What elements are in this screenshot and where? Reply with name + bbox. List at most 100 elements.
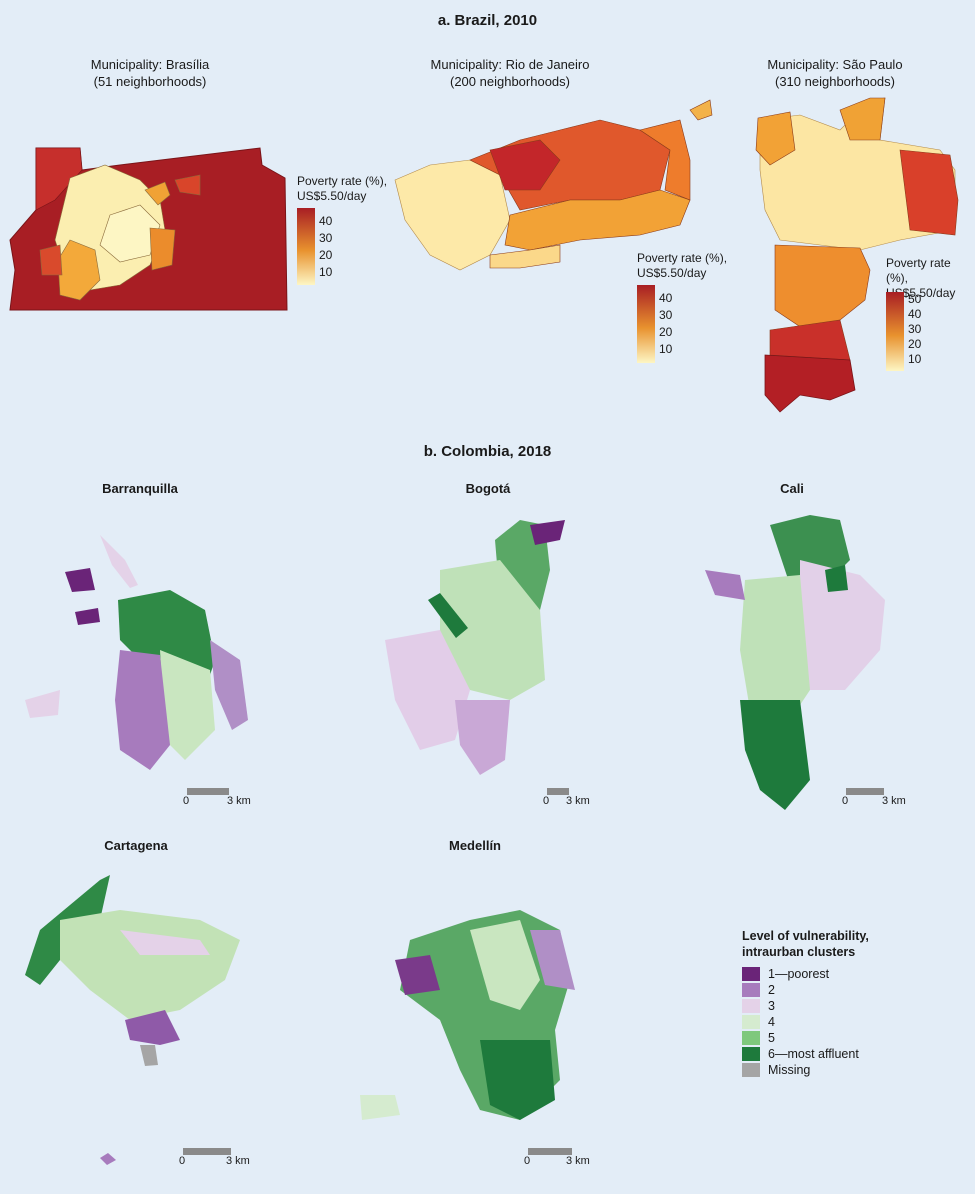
rio-legend-line2: US$5.50/day — [637, 266, 707, 280]
barranquilla-west-patch — [75, 608, 100, 625]
cali-west-patch — [705, 570, 745, 600]
cartagena-north-strip — [120, 930, 210, 955]
rio-title: Municipality: Rio de Janeiro (200 neighb… — [410, 56, 610, 90]
brasilia-tick-3: 20 — [319, 248, 333, 262]
cali-scale-distance: 3 km — [882, 795, 906, 807]
bogota-center — [440, 560, 545, 700]
brasilia-tick-1: 40 — [319, 214, 333, 228]
rio-legend-line1: Poverty rate (%), — [637, 251, 728, 265]
cluster-label: 2 — [768, 983, 775, 997]
medellin-southwest — [360, 1095, 400, 1120]
rio-municipality-label: Municipality: Rio de Janeiro — [430, 57, 590, 72]
cartagena-scale-bar — [183, 1148, 231, 1155]
panel-b-title: b. Colombia, 2018 — [423, 443, 552, 460]
cluster-swatch — [742, 1015, 760, 1029]
cluster-swatch — [742, 1031, 760, 1045]
bogota-west — [385, 630, 470, 750]
sp-tick-3: 30 — [908, 322, 922, 336]
sp-tick-1: 50 — [908, 292, 922, 306]
saopaulo-municipality-label: Municipality: São Paulo — [767, 57, 903, 72]
cartagena-main — [60, 910, 240, 1020]
cartagena-title: Cartagena — [104, 838, 168, 853]
rio-center — [504, 189, 691, 251]
cali-center — [740, 575, 810, 720]
brasilia-neighborhoods-label: (51 neighborhoods) — [93, 74, 207, 89]
brasilia-legend-line2: US$5.50/day — [297, 189, 367, 203]
brasilia-far-ne — [174, 174, 201, 196]
panel-a-title: a. Brazil, 2010 — [437, 12, 538, 29]
barranquilla-far-west — [25, 690, 60, 718]
cluster-label: 5 — [768, 1031, 775, 1045]
medellin-west — [395, 955, 440, 995]
sp-tick-2: 40 — [908, 307, 922, 321]
barranquilla-east-strip — [210, 640, 248, 730]
brasilia-municipality-label: Municipality: Brasília — [90, 57, 210, 72]
saopaulo-legend-line1: Poverty rate (%), — [886, 256, 951, 285]
cluster-swatch — [742, 1047, 760, 1061]
cali-title: Cali — [780, 481, 804, 496]
cluster-swatch — [742, 983, 760, 997]
cluster-legend-title-line2: intraurban clusters — [742, 945, 856, 959]
sp-northeast — [839, 97, 886, 141]
bogota-title: Bogotá — [465, 481, 511, 496]
cartagena-island — [100, 1153, 116, 1165]
cluster-label: Missing — [768, 1063, 811, 1077]
cluster-legend-item: Missing — [742, 1062, 942, 1078]
cluster-swatch — [742, 967, 760, 981]
brasilia-east — [149, 227, 176, 271]
saopaulo-neighborhoods-label: (310 neighborhoods) — [775, 74, 895, 89]
cartagena-missing — [140, 1045, 158, 1066]
cali-green-block — [825, 565, 848, 592]
cluster-legend-item: 4 — [742, 1014, 942, 1030]
medellin-scale-distance: 3 km — [566, 1155, 590, 1167]
cali-east — [800, 560, 885, 690]
rio-neighborhoods-label: (200 neighborhoods) — [450, 74, 570, 89]
cartagena-scale-distance: 3 km — [226, 1155, 250, 1167]
medellin-east — [530, 930, 575, 990]
cluster-swatch — [742, 1063, 760, 1077]
brasilia-plan — [99, 204, 161, 263]
rio-islands — [689, 99, 713, 121]
barranquilla-northwest — [65, 568, 95, 592]
medellin-scale-bar — [528, 1148, 572, 1155]
cluster-swatch — [742, 999, 760, 1013]
bogota-ne-purple — [530, 520, 565, 545]
sp-far-south — [764, 354, 856, 413]
cluster-legend: Level of vulnerability, intraurban clust… — [742, 928, 942, 1078]
rio-tick-1: 40 — [659, 291, 673, 305]
cartagena-scale-zero: 0 — [179, 1155, 186, 1167]
cluster-label: 3 — [768, 999, 775, 1013]
brasilia-title: Municipality: Brasília (51 neighborhoods… — [60, 56, 240, 90]
cartagena-south-purple — [125, 1010, 180, 1045]
barranquilla-light-band — [160, 650, 215, 760]
rio-legend-title: Poverty rate (%), US$5.50/day — [637, 251, 727, 281]
rio-north-core — [489, 139, 561, 191]
brasilia-ne — [144, 181, 171, 206]
cali-south — [740, 700, 810, 810]
cluster-legend-item: 2 — [742, 982, 942, 998]
brasilia-tick-2: 30 — [319, 231, 333, 245]
sp-south-mid — [774, 244, 871, 331]
bogota-scale-bar — [547, 788, 569, 795]
bogota-scale-zero: 0 — [543, 795, 550, 807]
medellin-scale-zero: 0 — [524, 1155, 531, 1167]
brasilia-legend-title: Poverty rate (%), US$5.50/day — [297, 174, 387, 204]
saopaulo-legend-title: Poverty rate (%), US$5.50/day — [886, 256, 975, 301]
brasilia-legend-ramp — [297, 208, 315, 285]
rio-tick-4: 10 — [659, 342, 673, 356]
cluster-label: 6—most affluent — [768, 1047, 859, 1061]
cluster-legend-item: 5 — [742, 1030, 942, 1046]
cali-scale-zero: 0 — [842, 795, 849, 807]
medellin-title: Medellín — [448, 838, 501, 853]
brasilia-legend-line1: Poverty rate (%), — [297, 174, 388, 188]
rio-legend-ramp — [637, 285, 655, 363]
barranquilla-scale-zero: 0 — [183, 795, 190, 807]
cluster-label: 1—poorest — [768, 967, 830, 981]
bogota-south — [455, 700, 510, 775]
